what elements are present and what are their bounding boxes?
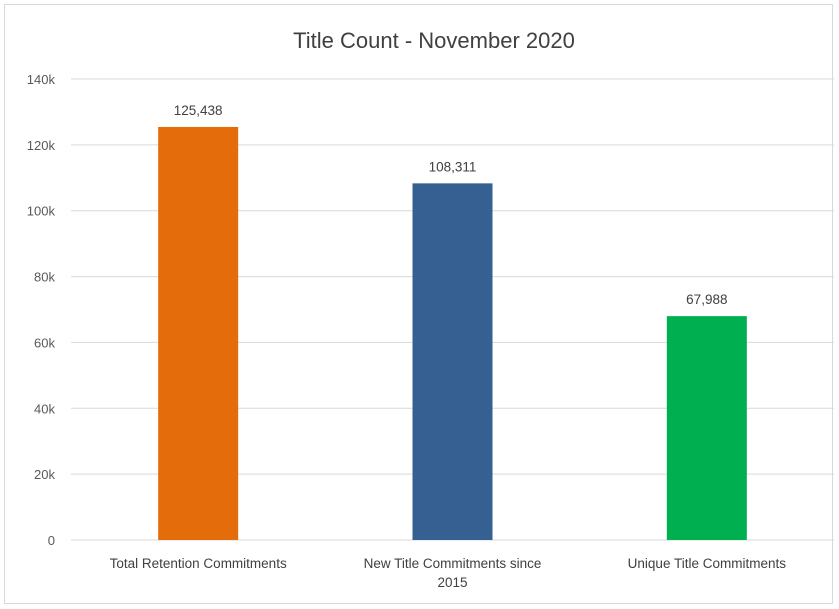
x-category-label: 2015 <box>437 575 467 590</box>
data-label: 108,311 <box>429 159 477 174</box>
bars <box>158 126 747 540</box>
data-label: 67,988 <box>686 292 727 307</box>
y-tick-label: 140k <box>27 72 56 87</box>
y-axis-tick-labels: 0 20k 40k 60k 80k 100k 120k 140k <box>27 72 56 548</box>
bar <box>412 183 493 540</box>
y-tick-label: 20k <box>34 467 55 482</box>
bar-chart: Title Count - November 2020 0 20k 40k 60k 80… <box>27 28 834 590</box>
chart-frame: Title Count - November 2020 0 20k 40k 60k 80… <box>4 4 834 604</box>
y-tick-label: 60k <box>34 335 55 350</box>
x-category-label: New Title Commitments since <box>364 556 542 571</box>
x-category-label: Total Retention Commitments <box>110 556 287 571</box>
y-tick-label: 40k <box>34 401 55 416</box>
chart-title: Title Count - November 2020 <box>293 28 575 53</box>
y-tick-label: 0 <box>48 533 55 548</box>
x-category-label: Unique Title Commitments <box>628 556 787 571</box>
y-tick-label: 120k <box>27 138 56 153</box>
data-labels: 125,438 108,311 67,988 <box>174 103 728 307</box>
y-tick-label: 80k <box>34 270 55 285</box>
y-tick-label: 100k <box>27 204 56 219</box>
x-axis-category-labels: Total Retention Commitments New Title Com… <box>110 556 787 590</box>
data-label: 125,438 <box>174 103 223 118</box>
bar <box>666 316 747 540</box>
bar <box>158 126 239 540</box>
